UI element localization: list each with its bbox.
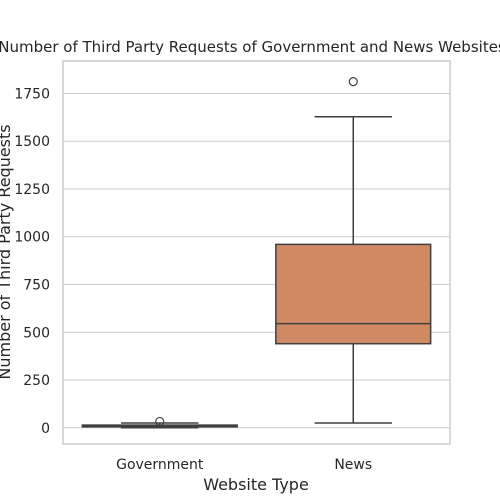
chart-title: Number of Third Party Requests of Govern… [0, 38, 500, 56]
y-axis-label: Number of Third Party Requests [0, 124, 14, 379]
y-tick-label-0: 0 [41, 421, 50, 437]
grid-lines [63, 92, 450, 429]
x-tick-label-government: Government [116, 457, 204, 473]
x-axis-label: Website Type [203, 475, 309, 494]
y-tick-label-500: 500 [23, 325, 50, 341]
outlier-point-government-0 [155, 416, 165, 427]
x-tick-label-news: News [334, 457, 372, 473]
outlier-point-news-0 [348, 77, 358, 87]
box-news [275, 243, 432, 345]
y-tick-label-1250: 1250 [14, 182, 50, 198]
y-axis-ticks: 0 250 500 750 1000 1250 1500 1750 [14, 86, 50, 436]
box-series [81, 77, 432, 429]
x-axis-ticks: Government News [116, 457, 372, 473]
y-tick-label-1500: 1500 [14, 134, 50, 150]
plot-frame [62, 60, 451, 445]
box-group-news [275, 77, 432, 424]
y-tick-label-1000: 1000 [14, 230, 50, 246]
y-tick-label-250: 250 [23, 373, 50, 389]
y-tick-label-750: 750 [23, 277, 50, 293]
box-group-government [81, 416, 238, 429]
y-tick-label-1750: 1750 [14, 86, 50, 102]
